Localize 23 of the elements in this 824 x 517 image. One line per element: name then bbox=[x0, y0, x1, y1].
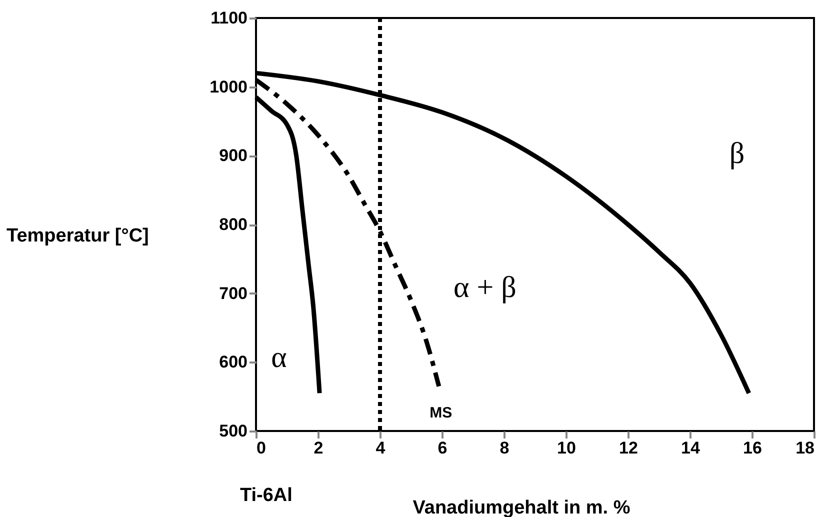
x-tick-label: 18 bbox=[796, 438, 814, 458]
annotation: β bbox=[729, 137, 745, 170]
y-tick-label: 600 bbox=[219, 352, 248, 372]
x-tick-label: 4 bbox=[376, 438, 386, 458]
annotation: α + β bbox=[454, 271, 516, 304]
y-tick-label: 1100 bbox=[210, 8, 248, 28]
y-tick-label: 900 bbox=[219, 146, 248, 166]
x-tick-label: 6 bbox=[438, 438, 448, 458]
y-tick-label: 800 bbox=[219, 215, 248, 234]
x-tick-label: 0 bbox=[256, 438, 266, 458]
x-tick-label: 16 bbox=[743, 438, 762, 458]
x-tick-label: 12 bbox=[619, 438, 638, 458]
text: Ti-6Al bbox=[240, 485, 292, 506]
series-label: MS bbox=[430, 404, 452, 422]
x-tick-label: 8 bbox=[500, 438, 510, 458]
y-tick-label: 700 bbox=[219, 284, 248, 303]
x-tick-label: 10 bbox=[557, 438, 576, 458]
x-tick-label: 14 bbox=[681, 438, 700, 458]
y-tick-label: 1000 bbox=[210, 77, 248, 96]
y-tick-label: 500 bbox=[219, 422, 248, 440]
annotation: α bbox=[271, 341, 288, 374]
y-axis-title: Temperatur [°C] bbox=[6, 226, 149, 246]
x-tick-label: 2 bbox=[314, 438, 324, 458]
